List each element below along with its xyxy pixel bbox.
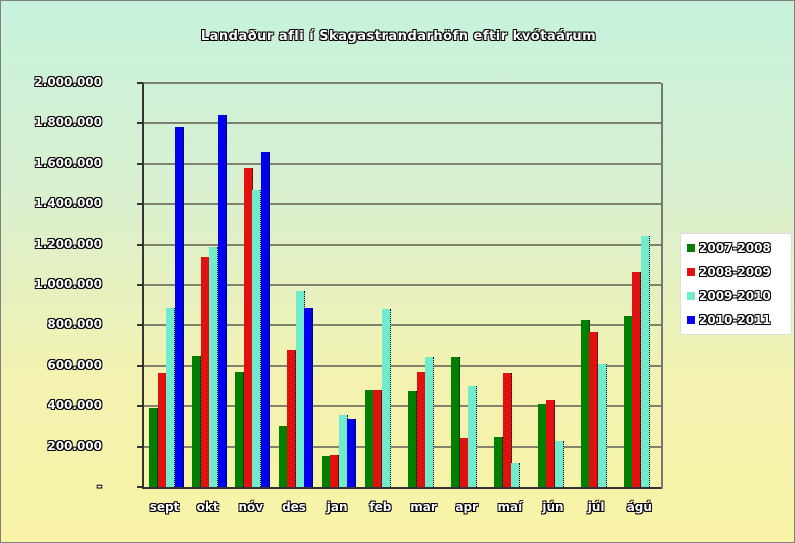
- bar-2009-2010-apr: [468, 386, 478, 487]
- gridline: [143, 284, 661, 286]
- bar-2010-2011-des: [304, 308, 313, 487]
- y-tick-label: 1.000.000: [34, 277, 102, 291]
- y-tick-mark: [137, 486, 143, 488]
- y-axis: [142, 83, 144, 489]
- x-tick-label: sept: [149, 500, 180, 514]
- y-tick-mark: [137, 445, 143, 448]
- gridline: [143, 82, 661, 84]
- legend-label: 2010-2011: [699, 313, 771, 327]
- gridline: [143, 324, 661, 327]
- legend-item: 2010-2011: [687, 312, 771, 328]
- y-tick-label: 1.200.000: [34, 236, 102, 251]
- bar-2010-2011-okt: [217, 115, 227, 487]
- legend-label: 2009-2010: [699, 289, 771, 303]
- legend-label: 2008-2009: [699, 265, 771, 279]
- y-tick-label: 2.000.000: [34, 75, 102, 89]
- x-tick-label: maí: [497, 500, 523, 514]
- gridline: [143, 445, 661, 448]
- legend-label: 2007-2008: [699, 241, 771, 255]
- y-tick-mark: [137, 203, 143, 206]
- y-tick-label: -: [97, 479, 102, 493]
- bar-2010-2011-jan: [347, 419, 357, 487]
- y-tick-label: 1.800.000: [34, 115, 102, 130]
- plot-right-edge: [661, 83, 663, 489]
- y-tick-mark: [137, 405, 143, 408]
- chart-title: Landaður afli í Skagastrandarhöfn eftir …: [200, 29, 597, 44]
- y-tick-mark: [137, 122, 143, 125]
- y-tick-label: 1.400.000: [34, 196, 102, 211]
- bar-2009-2010-jún: [554, 440, 564, 487]
- bar-2009-2010-mar: [425, 356, 434, 487]
- y-tick-mark: [137, 243, 143, 246]
- x-tick-label: des: [282, 500, 306, 514]
- legend-item: 2007-2008: [687, 240, 771, 256]
- legend-swatch-icon: [687, 244, 695, 252]
- y-tick-mark: [137, 82, 143, 84]
- x-tick-label: ágú: [626, 500, 652, 514]
- x-tick-label: okt: [196, 500, 219, 514]
- bar-2009-2010-feb: [381, 309, 391, 487]
- bar-2010-2011-nóv: [260, 151, 270, 487]
- x-tick-label: apr: [455, 500, 478, 514]
- x-tick-label: nóv: [238, 500, 264, 514]
- gridline: [143, 243, 661, 246]
- gridline: [143, 122, 661, 125]
- y-tick-mark: [137, 364, 143, 367]
- y-tick-mark: [137, 284, 143, 286]
- legend-swatch-icon: [687, 292, 695, 300]
- y-tick-mark: [137, 324, 143, 327]
- y-tick-label: 800.000: [47, 317, 102, 332]
- bar-2010-2011-sept: [174, 127, 184, 487]
- bar-2009-2010-júl: [597, 363, 607, 487]
- y-tick-label: 200.000: [47, 438, 102, 453]
- legend: 2007-2008 2008-2009 2009-2010 2010-2011: [680, 233, 792, 335]
- x-axis: [142, 487, 662, 489]
- legend-item: 2008-2009: [687, 264, 771, 280]
- gridline: [143, 405, 661, 408]
- x-tick-label: feb: [369, 500, 392, 514]
- gridline: [143, 203, 661, 206]
- plot-area: [143, 82, 661, 487]
- bar-2007-2008-apr: [451, 356, 461, 487]
- x-tick-label: mar: [410, 500, 437, 514]
- x-tick-label: jan: [326, 500, 348, 514]
- y-tick-label: 1.600.000: [34, 155, 102, 170]
- bar-2009-2010-ágú: [640, 235, 650, 487]
- gridline: [143, 364, 661, 367]
- y-tick-mark: [137, 162, 143, 165]
- x-tick-label: júl: [587, 500, 605, 514]
- x-tick-label: jún: [542, 500, 564, 514]
- legend-item: 2009-2010: [687, 288, 771, 304]
- bar-2008-2009-maí: [502, 372, 512, 487]
- gridline: [143, 162, 661, 165]
- legend-swatch-icon: [687, 316, 695, 324]
- bar-2009-2010-maí: [511, 462, 521, 487]
- y-tick-label: 600.000: [47, 357, 102, 372]
- legend-swatch-icon: [687, 268, 695, 276]
- y-tick-label: 400.000: [47, 398, 102, 413]
